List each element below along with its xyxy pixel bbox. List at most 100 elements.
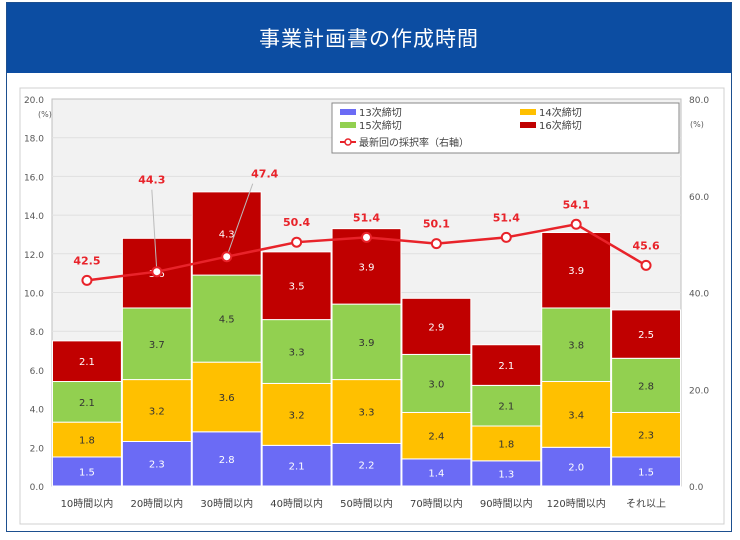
bar-segment: [471, 344, 542, 386]
line-point: [430, 238, 442, 250]
x-tick-label: 90時間以内: [480, 497, 533, 510]
bar-data-label: 3.2: [289, 410, 305, 421]
bar-data-label: 3.9: [568, 266, 584, 277]
bar-data-label: 3.0: [428, 379, 444, 390]
bar-data-label: 4.3: [219, 229, 235, 240]
y-tick-label: 8.0: [30, 328, 45, 338]
leader-line: [151, 189, 158, 272]
x-tick-label: それ以上: [626, 498, 666, 510]
bar-data-label: 3.6: [219, 393, 235, 404]
line-data-label: 42.5: [73, 254, 100, 267]
y-tick-label: 2.0: [30, 444, 45, 454]
bar-data-label: 2.9: [428, 322, 444, 333]
y2-tick-label: 0.0: [689, 483, 704, 493]
bar-data-label: 2.0: [568, 463, 584, 474]
y-tick-label: 20.0: [24, 96, 44, 106]
bar-segment: [401, 353, 472, 413]
bar-segment: [471, 460, 542, 487]
y-tick-label: 12.0: [24, 251, 44, 261]
legend-label: 15次締切: [359, 119, 402, 132]
line-data-label: 45.6: [632, 239, 659, 252]
y-tick-label: 14.0: [24, 212, 44, 222]
bar-segment: [121, 307, 192, 381]
y-tick-label: 16.0: [24, 173, 44, 183]
bar-data-label: 3.9: [359, 262, 375, 273]
bar-segment: [541, 307, 612, 383]
line-data-label: 54.1: [563, 198, 590, 211]
line-point: [640, 259, 652, 271]
legend-swatch: [340, 109, 356, 115]
bar-data-label: 3.4: [568, 410, 584, 421]
x-tick-label: 70時間以内: [410, 497, 463, 510]
bar-data-label: 2.4: [428, 432, 444, 443]
line-data-label: 50.4: [283, 216, 310, 229]
bar-segment: [261, 251, 332, 321]
chart-title: 事業計画書の作成時間: [7, 3, 731, 73]
bar-data-label: 4.5: [219, 315, 235, 326]
y-tick-label: 4.0: [30, 406, 45, 416]
bar-data-label: 3.3: [289, 348, 305, 359]
x-tick-label: 20時間以内: [130, 497, 183, 510]
line-point: [81, 274, 93, 286]
bar-segment: [541, 381, 612, 448]
bar-data-label: 2.1: [289, 462, 305, 473]
line-point: [500, 231, 512, 243]
legend-line-marker: [344, 138, 352, 146]
bar-segment: [261, 319, 332, 384]
y-tick-label: 6.0: [30, 367, 45, 377]
y-tick-label: 10.0: [24, 290, 44, 300]
line-data-label: 44.3: [138, 174, 165, 187]
chart-panel: 事業計画書の作成時間: [6, 2, 732, 532]
bar-segment: [401, 458, 472, 487]
bar-data-label: 1.5: [638, 467, 654, 478]
bar-data-label: 2.1: [498, 361, 514, 372]
bar-segment: [611, 456, 681, 487]
bar-segment: [541, 446, 612, 487]
legend-label: 16次締切: [539, 119, 582, 132]
y2-tick-label: 60.0: [689, 193, 709, 203]
bar-segment: [191, 431, 262, 487]
bar-data-label: 2.3: [149, 460, 165, 471]
line-data-label: 50.1: [423, 218, 450, 231]
bar-data-label: 1.4: [428, 468, 444, 479]
bar-segment: [401, 297, 472, 355]
bar-segment: [401, 411, 472, 460]
bar-data-label: 1.5: [79, 467, 95, 478]
y-tick-label: 0.0: [30, 483, 45, 493]
bar-data-label: 2.1: [79, 357, 95, 368]
y-axis-unit: (%): [38, 110, 52, 119]
bar-segment: [611, 357, 681, 413]
y2-tick-label: 80.0: [689, 96, 709, 106]
x-tick-label: 40時間以内: [270, 497, 323, 510]
line-data-label: 47.4: [251, 168, 278, 181]
bar-segment: [52, 381, 122, 423]
legend-swatch: [520, 122, 536, 128]
bar-segment: [121, 440, 192, 487]
line-data-label: 51.4: [353, 211, 380, 224]
line-point: [151, 266, 163, 278]
line-point: [221, 251, 233, 263]
bar-data-label: 2.5: [638, 330, 654, 341]
bar-segment: [52, 421, 122, 458]
bar-data-label: 1.8: [498, 439, 514, 450]
bar-data-label: 3.5: [289, 282, 305, 293]
x-tick-label: 120時間以内: [547, 497, 606, 510]
bar-segment: [331, 442, 402, 487]
y2-tick-label: 20.0: [689, 386, 709, 396]
bar-data-label: 3.7: [149, 340, 165, 351]
bar-data-label: 3.8: [568, 341, 584, 352]
legend-swatch: [340, 122, 356, 128]
bar-data-label: 2.8: [219, 455, 235, 466]
bar-data-label: 2.1: [79, 398, 95, 409]
leader-line: [226, 183, 254, 257]
bar-data-label: 1.8: [79, 436, 95, 447]
bar-data-label: 2.8: [638, 381, 654, 392]
legend-label: 13次締切: [359, 106, 402, 119]
line-point: [291, 236, 303, 248]
bar-data-label: 2.3: [638, 431, 654, 442]
y2-axis-unit: (%): [690, 120, 704, 129]
bar-data-label: 3.3: [359, 408, 375, 419]
legend-swatch: [520, 109, 536, 115]
line-point: [570, 218, 582, 230]
